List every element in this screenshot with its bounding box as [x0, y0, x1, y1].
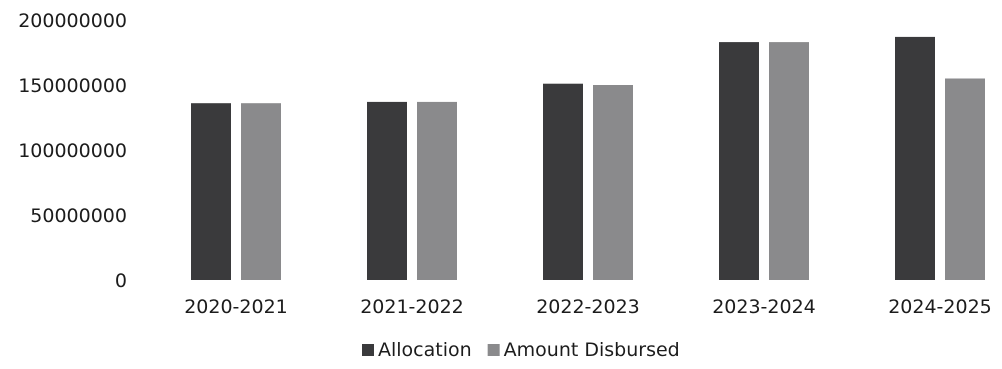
x-tick-label: 2021-2022 — [360, 296, 464, 318]
legend-swatch — [362, 344, 374, 356]
legend-label: Allocation — [378, 339, 472, 361]
legend-swatch — [487, 344, 500, 356]
bar-amount-disbursed-2022-2023 — [593, 85, 633, 280]
bar-allocation-2020-2021 — [191, 103, 231, 280]
y-tick-label: 50000000 — [30, 205, 127, 227]
y-tick-label: 200000000 — [18, 10, 127, 32]
x-tick-label: 2024-2025 — [888, 296, 992, 318]
bar-allocation-2022-2023 — [543, 83, 583, 280]
legend: Allocation Amount Disbursed — [362, 339, 680, 361]
bar-amount-disbursed-2023-2024 — [769, 42, 809, 280]
x-axis: 2020-2021 2021-2022 2022-2023 2023-2024 2024… — [184, 296, 992, 318]
x-tick-label: 2022-2023 — [536, 296, 640, 318]
y-tick-label: 0 — [115, 270, 127, 292]
x-tick-label: 2020-2021 — [184, 296, 288, 318]
y-axis: 200000000 150000000 100000000 50000000 0 — [18, 10, 127, 292]
bar-amount-disbursed-2021-2022 — [417, 101, 457, 281]
bars-group — [191, 36, 985, 281]
y-tick-label: 100000000 — [18, 140, 127, 162]
bar-amount-disbursed-2020-2021 — [241, 103, 281, 280]
bar-allocation-2021-2022 — [367, 101, 407, 281]
bar-amount-disbursed-2024-2025 — [945, 78, 985, 280]
legend-label: Amount Disbursed — [504, 339, 680, 361]
bar-allocation-2024-2025 — [895, 36, 935, 281]
y-tick-label: 150000000 — [18, 75, 127, 97]
x-tick-label: 2023-2024 — [712, 296, 816, 318]
bar-allocation-2023-2024 — [719, 42, 759, 280]
